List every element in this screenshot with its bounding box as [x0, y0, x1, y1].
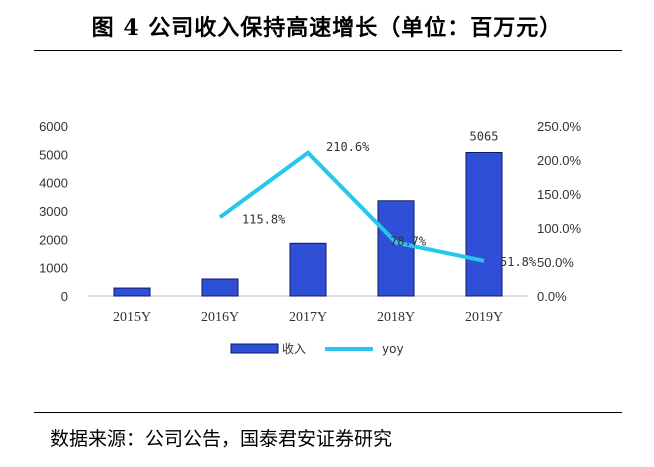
left-axis-tick: 2000	[39, 232, 68, 247]
right-axis-tick: 50.0%	[537, 255, 574, 270]
chart: 0 1000 2000 3000 4000 5000 6000 0.0% 50.0% 100.0%…	[39, 119, 582, 356]
left-axis-tick: 6000	[39, 119, 68, 134]
x-axis-category-label: 2019Y	[465, 310, 503, 325]
x-axis-category-label: 2017Y	[289, 310, 327, 325]
x-axis-category-label: 2016Y	[201, 310, 239, 325]
source-divider	[34, 412, 622, 413]
left-axis-tick: 1000	[39, 261, 68, 276]
left-axis-tick: 5000	[39, 147, 68, 162]
revenue-bar	[377, 200, 415, 297]
source-note: 数据来源：公司公告，国泰君安证券研究	[50, 428, 393, 450]
right-axis-tick: 0.0%	[537, 289, 567, 304]
left-axis-tick: 4000	[39, 176, 68, 191]
right-axis-tick: 100.0%	[537, 221, 582, 236]
yoy-line	[218, 150, 485, 263]
revenue-bar	[113, 287, 151, 297]
yoy-label: 115.8%	[242, 212, 286, 226]
title-divider	[34, 50, 622, 51]
right-axis-tick: 250.0%	[537, 119, 582, 134]
x-axis-category-label: 2018Y	[377, 310, 415, 325]
right-axis-tick: 200.0%	[537, 153, 582, 168]
left-axis-tick: 3000	[39, 204, 68, 219]
left-axis-tick: 0	[61, 289, 68, 304]
revenue-bar	[465, 151, 503, 297]
legend-yoy-label: yoy	[382, 342, 404, 356]
yoy-label: 51.8%	[500, 255, 537, 269]
chart-title: 图 4 公司收入保持高速增长（单位：百万元）	[91, 15, 563, 41]
revenue-bar	[201, 278, 239, 297]
legend-revenue-swatch	[230, 343, 279, 354]
revenue-bar-label: 5065	[470, 129, 499, 143]
x-axis-category-label: 2015Y	[113, 310, 151, 325]
legend-revenue-label: 收入	[282, 342, 306, 356]
revenue-bar	[289, 242, 327, 297]
yoy-label: 210.6%	[326, 140, 370, 154]
right-axis-tick: 150.0%	[537, 187, 582, 202]
yoy-label: 78.7%	[390, 234, 427, 248]
